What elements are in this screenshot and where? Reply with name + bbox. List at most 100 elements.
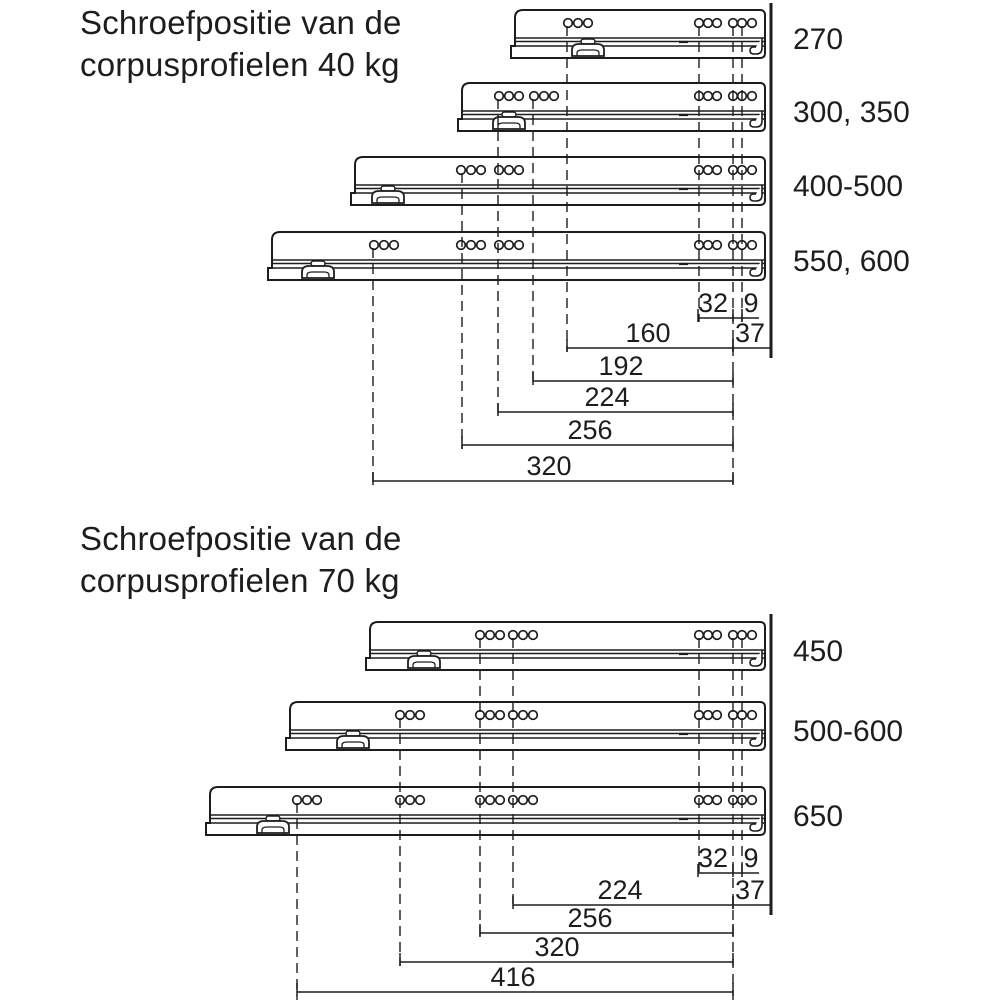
- dimension-192: 192: [532, 351, 734, 385]
- dimension-label-37: 37: [735, 875, 765, 905]
- screw-hole: [562, 17, 574, 29]
- dimension-37: 37: [732, 318, 771, 352]
- rail-400-500: [350, 156, 766, 206]
- screw-hole: [517, 629, 529, 641]
- screw-hole: [475, 164, 487, 176]
- dimension-320: 320: [372, 451, 734, 485]
- screw-hole: [746, 239, 758, 251]
- screw-hole: [746, 629, 758, 641]
- dimension-label-37: 37: [735, 318, 765, 348]
- rail-rear-hook: [749, 650, 763, 667]
- screw-hole: [746, 17, 758, 29]
- screw-hole: [711, 90, 723, 102]
- screw-hole: [493, 164, 505, 176]
- screw-hole: [711, 239, 723, 251]
- dimension-256: 256: [461, 415, 734, 449]
- dimension-label-224: 224: [584, 382, 629, 412]
- screw-hole: [702, 90, 714, 102]
- rail-650: [205, 786, 766, 836]
- screw-hole: [368, 239, 380, 251]
- rail-body: [267, 231, 766, 281]
- screw-hole: [517, 794, 529, 806]
- screw-hole: [414, 794, 426, 806]
- screw-hole: [527, 794, 539, 806]
- screw-hole: [484, 629, 496, 641]
- rail-300-350: [457, 82, 766, 132]
- screw-hole: [746, 794, 758, 806]
- screw-hole: [484, 709, 496, 721]
- screw-hole: [746, 164, 758, 176]
- screw-hole: [494, 709, 506, 721]
- dimension-label-416: 416: [490, 962, 535, 992]
- rail-270: [510, 9, 766, 59]
- dimension-32: 32: [697, 288, 734, 322]
- rail-length-label-300-350: 300, 350: [793, 96, 910, 129]
- screw-hole: [414, 709, 426, 721]
- dimension-label-192: 192: [598, 351, 643, 381]
- screw-hole: [493, 239, 505, 251]
- dimension-9: 9: [733, 843, 759, 877]
- screw-hole: [465, 239, 477, 251]
- screw-hole: [538, 90, 550, 102]
- screw-hole: [702, 709, 714, 721]
- dimension-label-9: 9: [743, 288, 758, 318]
- rail-body: [510, 9, 766, 59]
- screw-hole: [711, 794, 723, 806]
- latch-handle-inner: [261, 826, 285, 833]
- rail-length-label-650: 650: [793, 800, 843, 833]
- rail-body: [350, 156, 766, 206]
- screw-hole: [503, 90, 515, 102]
- dimension-label-160: 160: [625, 318, 670, 348]
- dimension-224: 224: [497, 382, 734, 416]
- rail-length-label-550-600: 550, 600: [793, 245, 910, 278]
- screw-hole: [517, 709, 529, 721]
- screw-hole: [572, 17, 584, 29]
- title-line: Schroefpositie van de: [80, 4, 402, 41]
- screw-hole: [378, 239, 390, 251]
- screw-hole: [702, 164, 714, 176]
- screw-hole: [465, 164, 477, 176]
- dimension-label-320: 320: [526, 451, 571, 481]
- dimension-37: 37: [732, 875, 771, 909]
- screw-hole: [475, 239, 487, 251]
- title-line: Schroefpositie van de: [80, 520, 402, 557]
- screw-hole: [455, 164, 467, 176]
- section-title-70kg: Schroefpositie van de corpusprofielen 70…: [80, 518, 402, 602]
- screw-hole: [513, 239, 525, 251]
- latch-handle-inner: [376, 196, 400, 203]
- screw-hole: [711, 164, 723, 176]
- screw-hole: [404, 794, 416, 806]
- dimension-label-224: 224: [597, 875, 642, 905]
- screw-hole: [528, 90, 540, 102]
- dimension-160: 160: [566, 318, 734, 352]
- latch-handle-inner: [412, 661, 436, 668]
- screw-hole: [404, 709, 416, 721]
- dimension-224: 224: [512, 875, 734, 909]
- screw-hole: [746, 90, 758, 102]
- rail-length-label-500-600: 500-600: [793, 715, 903, 748]
- rail-rear-hook: [749, 111, 763, 128]
- rail-length-label-450: 450: [793, 635, 843, 668]
- dimension-label-32: 32: [698, 843, 728, 873]
- rail-rear-hook: [749, 38, 763, 55]
- rail-rear-hook: [749, 185, 763, 202]
- dimension-320: 320: [399, 932, 734, 966]
- screw-hole: [388, 239, 400, 251]
- dimension-32: 32: [697, 843, 734, 877]
- rail-450: [365, 621, 766, 671]
- screw-hole: [301, 794, 313, 806]
- screw-hole: [493, 90, 505, 102]
- rail-length-label-400-500: 400-500: [793, 170, 903, 203]
- screw-hole: [311, 794, 323, 806]
- latch-handle-inner: [576, 49, 600, 56]
- section-title-40kg: Schroefpositie van de corpusprofielen 40…: [80, 2, 402, 86]
- rail-rear-hook: [749, 815, 763, 832]
- screw-hole: [494, 629, 506, 641]
- screw-hole: [527, 709, 539, 721]
- screw-hole: [513, 164, 525, 176]
- screw-hole: [711, 629, 723, 641]
- screw-hole: [711, 709, 723, 721]
- title-line: corpusprofielen 40 kg: [80, 46, 400, 83]
